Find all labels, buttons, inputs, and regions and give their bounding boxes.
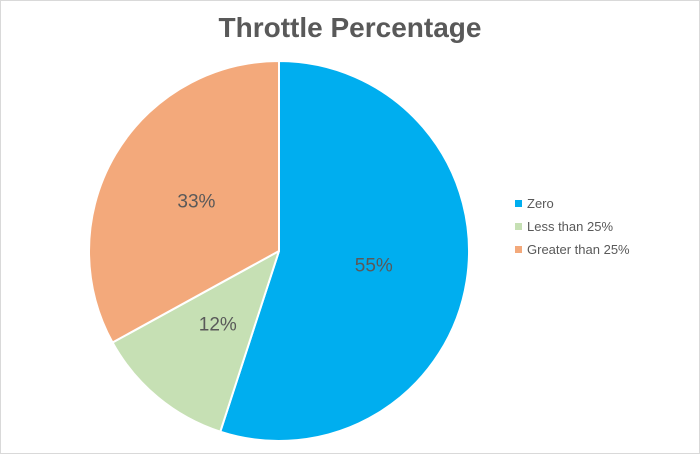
legend-item-greater-than-25: Greater than 25% — [515, 242, 630, 257]
legend: Zero Less than 25% Greater than 25% — [515, 196, 630, 265]
chart-title: Throttle Percentage — [218, 12, 482, 43]
legend-label: Zero — [527, 196, 554, 211]
legend-item-less-than-25: Less than 25% — [515, 219, 630, 234]
pie-slice-zero — [219, 60, 470, 442]
legend-swatch-icon-greater-than-25 — [515, 246, 522, 253]
pie-slice-less-than-25 — [111, 250, 280, 433]
slice-label-zero: 55% — [355, 256, 393, 277]
legend-item-zero: Zero — [515, 196, 630, 211]
legend-label: Less than 25% — [527, 219, 614, 234]
pie-slice-greater-than-25 — [88, 60, 280, 344]
slice-label-greater-than-25: 33% — [177, 192, 215, 213]
legend-label: Greater than 25% — [527, 242, 630, 257]
legend-swatch-icon-less-than-25 — [515, 223, 522, 230]
slice-label-less-than-25: 12% — [199, 315, 237, 336]
legend-swatch-icon-zero — [515, 200, 522, 207]
